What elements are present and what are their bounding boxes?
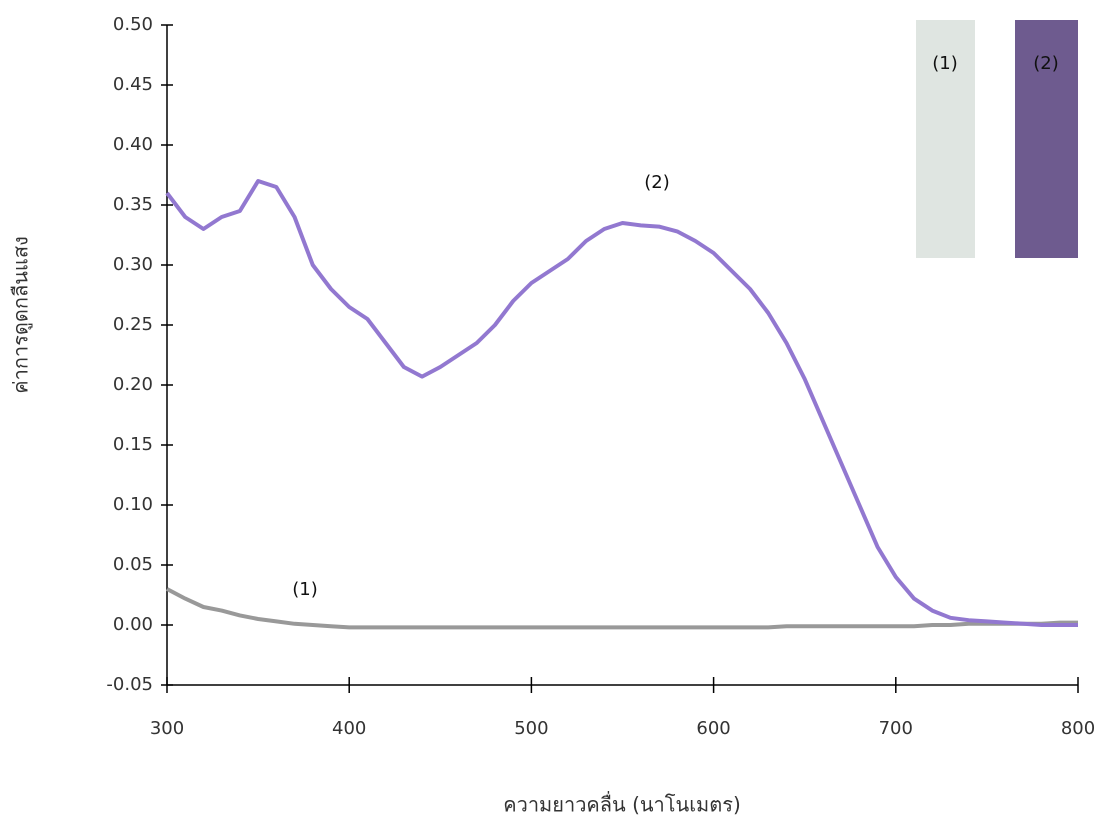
x-tick-label: 800 — [1061, 718, 1095, 739]
series-label: (1) — [292, 579, 318, 600]
y-tick-label: 0.30 — [113, 254, 153, 275]
y-axis-title: ค่าการดูดกลืนแสง — [9, 236, 34, 394]
x-axis-title: ความยาวคลื่น (นาโนเมตร) — [503, 791, 741, 817]
y-tick-label: 0.05 — [113, 554, 153, 575]
y-tick-label: 0.20 — [113, 374, 153, 395]
y-tick-label: 0.45 — [113, 74, 153, 95]
photo-label: (1) — [932, 53, 958, 74]
y-tick-label: 0.50 — [113, 14, 153, 35]
chart: (1) (2) ความยาวคลื่น (นาโนเมตร) ค่าการดู… — [0, 0, 1102, 820]
x-tick-label: 300 — [150, 718, 184, 739]
photo-label: (2) — [1033, 53, 1059, 74]
y-tick-label: 0.35 — [113, 194, 153, 215]
series-label: (2) — [644, 172, 670, 193]
x-tick-label: 400 — [332, 718, 366, 739]
x-tick-label: 600 — [696, 718, 730, 739]
x-tick-label: 700 — [879, 718, 913, 739]
y-tick-label: 0.00 — [113, 614, 153, 635]
y-tick-label: -0.05 — [106, 674, 153, 695]
y-tick-label: 0.10 — [113, 494, 153, 515]
y-tick-label: 0.25 — [113, 314, 153, 335]
x-tick-label: 500 — [514, 718, 548, 739]
y-tick-label: 0.15 — [113, 434, 153, 455]
y-tick-label: 0.40 — [113, 134, 153, 155]
